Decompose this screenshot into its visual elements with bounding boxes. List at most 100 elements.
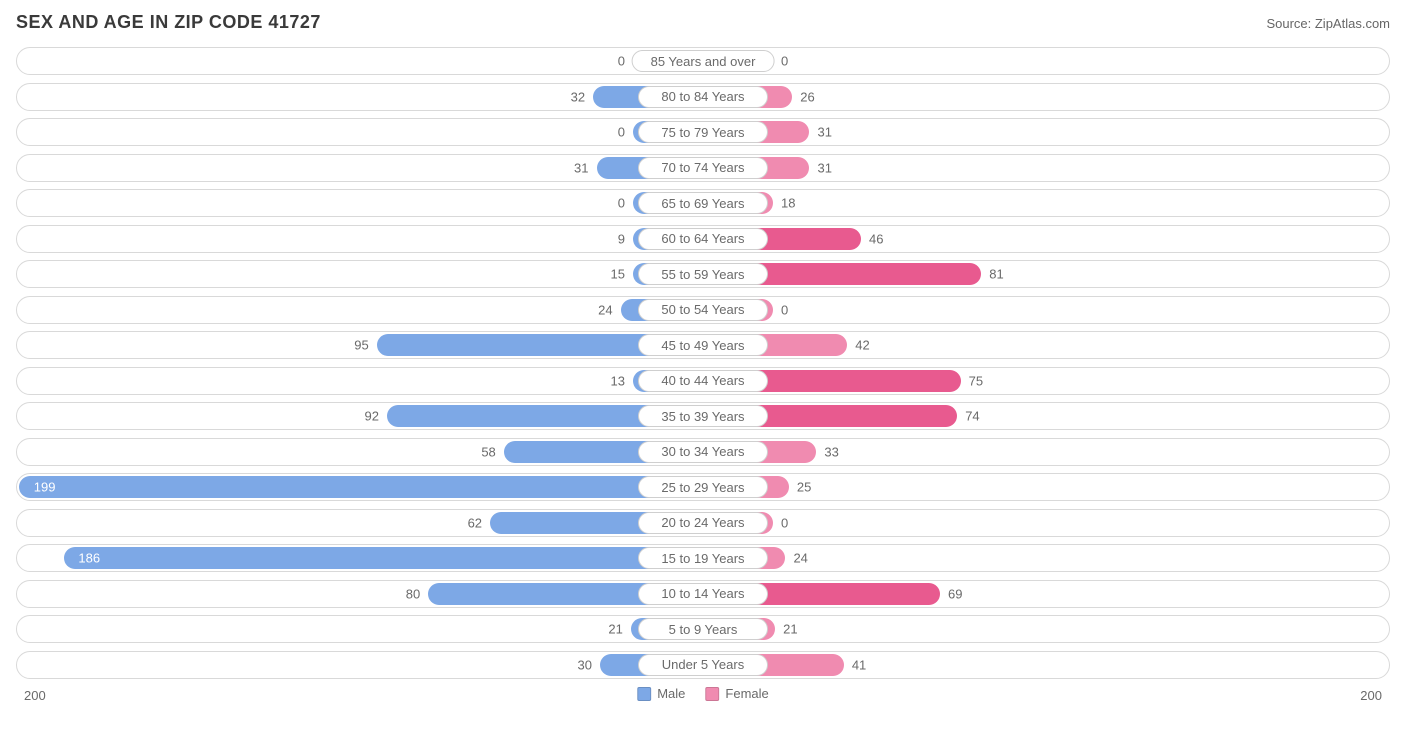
male-half: 0	[17, 190, 703, 216]
male-half: 24	[17, 297, 703, 323]
legend-item: Female	[705, 686, 768, 701]
age-group-pill: 20 to 24 Years	[638, 512, 768, 534]
age-group-pill: Under 5 Years	[638, 654, 768, 676]
male-half: 62	[17, 510, 703, 536]
female-half: 74	[703, 403, 1389, 429]
female-value-label: 26	[800, 89, 814, 104]
chart-row: 199 25 25 to 29 Years	[16, 473, 1390, 501]
age-group-pill: 50 to 54 Years	[638, 299, 768, 321]
male-half: 80	[17, 581, 703, 607]
female-value-label: 42	[855, 338, 869, 353]
age-group-pill: 45 to 49 Years	[638, 334, 768, 356]
axis-max-right: 200	[1360, 688, 1382, 703]
age-group-pill: 15 to 19 Years	[638, 547, 768, 569]
female-half: 31	[703, 119, 1389, 145]
male-half: 32	[17, 84, 703, 110]
male-value-label: 80	[406, 586, 420, 601]
male-half: 0	[17, 48, 703, 74]
female-value-label: 0	[781, 302, 788, 317]
female-value-label: 81	[989, 267, 1003, 282]
chart-row: 313170 to 74 Years	[16, 154, 1390, 182]
male-value-label: 15	[611, 267, 625, 282]
chart-header: SEX AND AGE IN ZIP CODE 41727 Source: Zi…	[16, 12, 1390, 33]
age-group-pill: 10 to 14 Years	[638, 583, 768, 605]
female-value-label: 21	[783, 622, 797, 637]
age-group-pill: 25 to 29 Years	[638, 476, 768, 498]
male-value-label: 95	[354, 338, 368, 353]
age-group-pill: 30 to 34 Years	[638, 441, 768, 463]
age-group-pill: 55 to 59 Years	[638, 263, 768, 285]
male-value-label: 199	[34, 480, 56, 495]
chart-row: 13 75 40 to 44 Years	[16, 367, 1390, 395]
age-group-pill: 70 to 74 Years	[638, 157, 768, 179]
chart-source: Source: ZipAtlas.com	[1266, 16, 1390, 31]
male-half: 199	[17, 474, 703, 500]
chart-row: 62020 to 24 Years	[16, 509, 1390, 537]
female-half: 75	[703, 368, 1389, 394]
chart-row: 1862415 to 19 Years	[16, 544, 1390, 572]
male-half: 15	[17, 261, 703, 287]
chart-area: 0085 Years and over322680 to 84 Years031…	[16, 47, 1390, 679]
female-half: 0	[703, 48, 1389, 74]
male-half: 21	[17, 616, 703, 642]
male-value-label: 21	[608, 622, 622, 637]
chart-row: 322680 to 84 Years	[16, 83, 1390, 111]
chart-row: 15 81 55 to 59 Years	[16, 260, 1390, 288]
female-half: 21	[703, 616, 1389, 642]
female-half: 69	[703, 581, 1389, 607]
chart-title: SEX AND AGE IN ZIP CODE 41727	[16, 12, 321, 33]
male-half: 31	[17, 155, 703, 181]
female-half: 41	[703, 652, 1389, 678]
female-half: 42	[703, 332, 1389, 358]
female-half: 81	[703, 261, 1389, 287]
legend-label: Male	[657, 686, 685, 701]
male-value-label: 30	[577, 657, 591, 672]
female-half: 0	[703, 297, 1389, 323]
male-half: 92	[17, 403, 703, 429]
male-half: 58	[17, 439, 703, 465]
male-bar	[19, 476, 703, 498]
male-value-label: 58	[481, 444, 495, 459]
age-group-pill: 40 to 44 Years	[638, 370, 768, 392]
age-group-pill: 85 Years and over	[632, 50, 775, 72]
chart-footer: 200 Male Female 200	[16, 686, 1390, 712]
chart-row: 94660 to 64 Years	[16, 225, 1390, 253]
age-group-pill: 5 to 9 Years	[638, 618, 768, 640]
female-half: 0	[703, 510, 1389, 536]
female-swatch	[705, 687, 719, 701]
female-half: 46	[703, 226, 1389, 252]
legend-label: Female	[725, 686, 768, 701]
chart-row: 95 42 45 to 49 Years	[16, 331, 1390, 359]
male-value-label: 32	[571, 89, 585, 104]
male-half: 186	[17, 545, 703, 571]
female-value-label: 41	[852, 657, 866, 672]
female-half: 18	[703, 190, 1389, 216]
male-half: 9	[17, 226, 703, 252]
age-group-pill: 75 to 79 Years	[638, 121, 768, 143]
male-swatch	[637, 687, 651, 701]
male-value-label: 9	[618, 231, 625, 246]
male-bar	[64, 547, 703, 569]
chart-row: 0 31 75 to 79 Years	[16, 118, 1390, 146]
female-half: 33	[703, 439, 1389, 465]
chart-row: 30 41 Under 5 Years	[16, 651, 1390, 679]
female-value-label: 75	[969, 373, 983, 388]
chart-row: 80 69 10 to 14 Years	[16, 580, 1390, 608]
female-value-label: 69	[948, 586, 962, 601]
male-value-label: 0	[618, 125, 625, 140]
male-half: 95	[17, 332, 703, 358]
female-value-label: 31	[817, 125, 831, 140]
chart-legend: Male Female	[637, 686, 769, 701]
female-value-label: 25	[797, 480, 811, 495]
male-value-label: 31	[574, 160, 588, 175]
chart-row: 24 0 50 to 54 Years	[16, 296, 1390, 324]
age-group-pill: 35 to 39 Years	[638, 405, 768, 427]
female-half: 24	[703, 545, 1389, 571]
age-group-pill: 65 to 69 Years	[638, 192, 768, 214]
female-value-label: 33	[824, 444, 838, 459]
female-value-label: 46	[869, 231, 883, 246]
chart-row: 58 33 30 to 34 Years	[16, 438, 1390, 466]
male-half: 13	[17, 368, 703, 394]
axis-max-left: 200	[24, 688, 46, 703]
male-value-label: 0	[618, 54, 625, 69]
